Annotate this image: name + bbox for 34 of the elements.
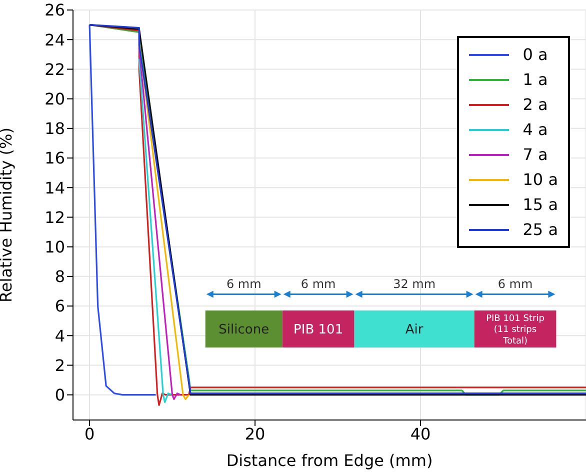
legend-label: 4 a [522,119,548,141]
x-tick-label: 20 [244,424,266,444]
annotation: Air [405,322,424,338]
annotation: PIB 101 Strip (11 strips Total) [486,314,545,346]
y-tick-label: 6 [54,296,65,316]
y-tick-label: 14 [44,178,65,198]
annotation: 6 mm [226,277,262,292]
annotation: 32 mm [393,277,436,292]
x-tick-label: 40 [410,424,431,444]
legend-label: 15 a [522,194,558,216]
y-tick-label: 4 [54,326,65,346]
y-tick-label: 26 [44,0,65,20]
legend-label: 7 a [522,144,548,166]
y-tick-label: 8 [54,267,65,286]
legend-label: 1 a [522,69,548,91]
x-axis-title: Distance from Edge (mm) [226,451,433,470]
y-tick-label: 2 [54,356,65,375]
legend-label: 2 a [522,94,548,116]
legend-label: 0 a [522,44,548,66]
x-tick-label: 0 [84,424,95,444]
y-tick-label: 10 [44,238,65,257]
annotation: Silicone [218,322,270,338]
y-tick-label: 18 [44,119,65,138]
annotation: 6 mm [498,277,533,292]
annotation: PIB 101 [294,322,344,338]
y-tick-label: 12 [44,208,65,227]
y-tick-label: 16 [44,148,65,168]
y-tick-label: 24 [44,30,65,50]
y-tick-label: 20 [44,89,65,108]
annotation: 6 mm [300,277,336,292]
legend-label: 10 a [522,169,558,191]
y-tick-label: 0 [54,386,65,405]
y-tick-label: 22 [44,60,65,79]
legend-label: 25 a [522,219,558,241]
